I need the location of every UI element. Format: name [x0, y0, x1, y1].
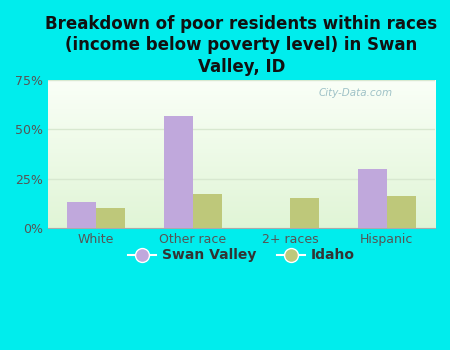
Bar — [193, 194, 222, 228]
Title: Breakdown of poor residents within races
(income below poverty level) in Swan
Va: Breakdown of poor residents within races… — [45, 15, 437, 76]
Bar — [96, 208, 125, 228]
Text: City-Data.com: City-Data.com — [319, 88, 393, 98]
Bar — [290, 198, 319, 228]
Bar — [387, 196, 416, 228]
Legend: Swan Valley, Idaho: Swan Valley, Idaho — [123, 243, 360, 268]
Bar — [164, 116, 193, 228]
Bar — [67, 202, 96, 228]
Bar — [358, 169, 387, 228]
